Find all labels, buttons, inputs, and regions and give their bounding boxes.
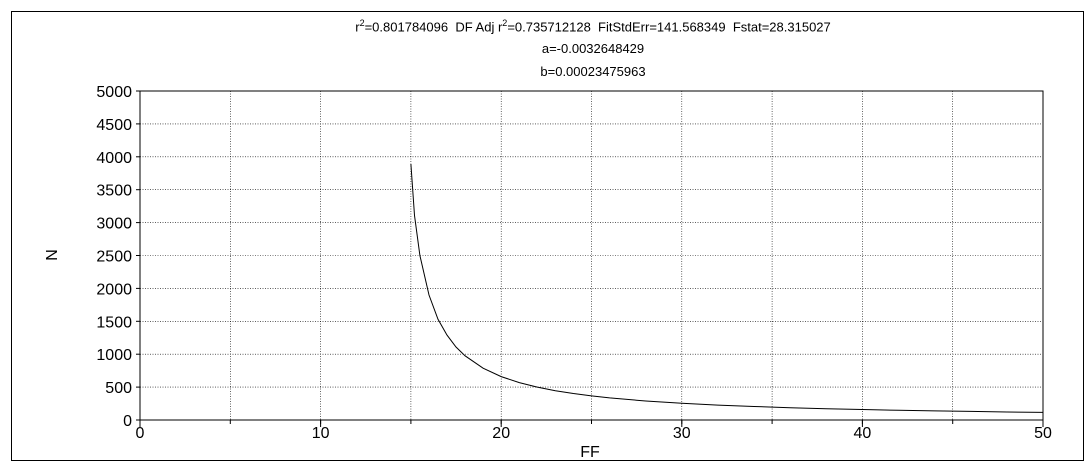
adj-r2-label: DF Adj r	[448, 19, 503, 35]
x-tick-label: 50	[1034, 425, 1052, 442]
x-axis-label: FF	[580, 444, 600, 461]
adj-r2-and-fit-values: =0.735712128 FitStdErr=141.568349 Fstat=…	[507, 19, 831, 35]
coefficient-a: a=-0.0032648429	[541, 41, 645, 56]
chart-frame	[11, 11, 1084, 461]
plot-area	[139, 90, 1044, 421]
grid	[140, 91, 1043, 420]
y-tick-label: 4000	[96, 150, 132, 167]
r2-label: r	[355, 19, 360, 35]
x-tick-label: 10	[312, 425, 330, 442]
y-tick-label: 3000	[96, 216, 132, 233]
y-tick-labels: 0 500 1000 1500 2000 2500 3000 3500 4000 4500 5000	[96, 84, 132, 430]
fit-statistics: r2=0.801784096 DF Adj r2=0.735712128 Fit…	[0, 18, 1086, 34]
adj-r2-superscript: 2	[502, 18, 508, 28]
y-tick-label: 5000	[96, 84, 132, 101]
x-tick-label: 0	[136, 425, 145, 442]
y-tick-label: 1500	[96, 314, 132, 331]
coefficient-b: b=0.00023475963	[540, 64, 646, 79]
series-line	[410, 163, 1044, 413]
y-axis-label: N	[44, 249, 61, 261]
r2-superscript: 2	[359, 18, 365, 28]
series	[410, 163, 1044, 413]
x-tick-label: 30	[673, 425, 691, 442]
y-tick-label: 2500	[96, 249, 132, 266]
y-tick-label: 1000	[96, 347, 132, 364]
y-tick-label: 500	[105, 380, 132, 397]
y-tick-label: 2000	[96, 281, 132, 298]
y-tick-label: 0	[123, 413, 132, 430]
x-tick-label: 40	[854, 425, 872, 442]
y-tick-label: 3500	[96, 183, 132, 200]
y-tick-label: 4500	[96, 117, 132, 134]
axes	[136, 90, 1044, 427]
x-tick-label: 20	[492, 425, 510, 442]
x-tick-labels: 0 10 20 30 40 50	[136, 425, 1052, 442]
r2-value: =0.801784096	[364, 19, 449, 35]
